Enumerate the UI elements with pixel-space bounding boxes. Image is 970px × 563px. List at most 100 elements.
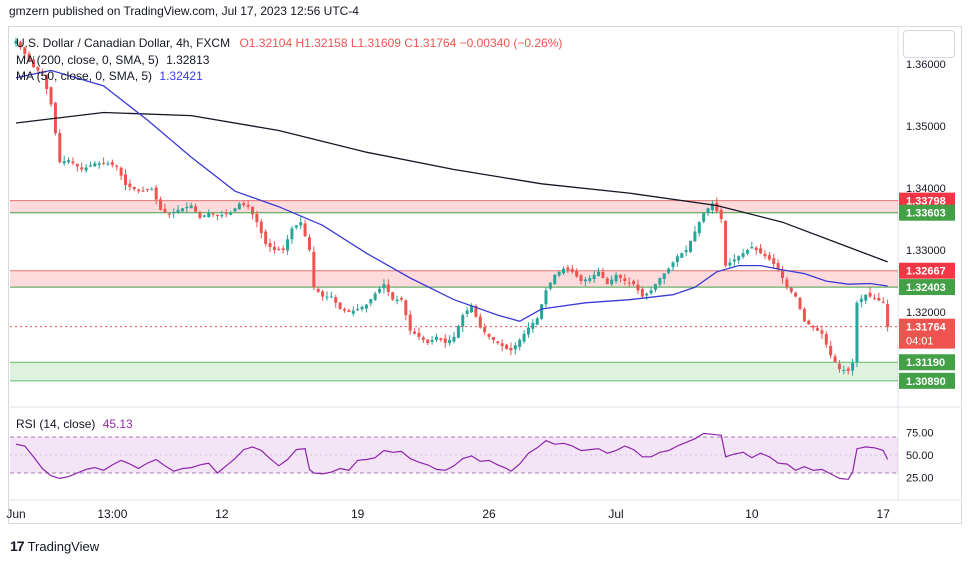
candle-body <box>710 203 714 211</box>
candle-body <box>794 292 798 297</box>
candle-body <box>776 263 780 269</box>
candle-body <box>18 42 22 48</box>
candle-body <box>408 314 412 331</box>
candle-body <box>785 279 789 288</box>
candle-body <box>728 262 732 266</box>
candle-body <box>741 253 745 258</box>
candle-body <box>702 212 706 222</box>
candle-body <box>553 274 557 285</box>
candle-body <box>601 271 605 278</box>
candle-body <box>658 277 662 285</box>
rsi-tick-label: 50.00 <box>906 450 934 462</box>
candle-body <box>745 250 749 254</box>
candle-body <box>246 205 250 207</box>
candle-body <box>640 288 644 297</box>
candle-body <box>189 205 193 209</box>
last-price-tag <box>899 318 955 349</box>
candle-body <box>373 293 377 300</box>
candle-body <box>347 310 351 313</box>
candle-body <box>321 291 325 297</box>
candle-body <box>316 288 320 292</box>
candle-body <box>557 271 561 276</box>
candle-body <box>526 327 530 335</box>
candle-body <box>202 215 206 217</box>
candle-body <box>851 362 855 371</box>
candle-body <box>417 332 421 337</box>
candle-body <box>84 167 88 171</box>
candle-body <box>67 160 71 163</box>
tradingview-logo-icon: 17 <box>10 538 25 554</box>
candle-body <box>338 302 342 309</box>
ma50-legend: MA (50, close, 0, SMA, 5) 1.32421 <box>16 69 203 83</box>
candle-body <box>811 325 815 328</box>
candle-body <box>837 363 841 370</box>
candle-body <box>846 368 850 371</box>
candle-body <box>824 334 828 345</box>
zone-price-tag <box>899 262 955 279</box>
candle-body <box>220 214 224 217</box>
candle-body <box>45 74 49 89</box>
candle-body <box>115 165 119 167</box>
candle-body <box>110 162 114 165</box>
zone-price-tag <box>899 372 955 389</box>
rsi-value: 45.13 <box>102 417 133 431</box>
zone-price-label: 1.33603 <box>906 208 946 220</box>
candle-body <box>106 163 110 165</box>
scale-settings-button[interactable] <box>903 30 955 58</box>
candle-body <box>588 277 592 281</box>
candle-body <box>636 284 640 291</box>
ma200-label: MA (200, close, 0, SMA, 5) <box>16 53 159 67</box>
candle-body <box>448 339 452 344</box>
candle-body <box>180 208 184 212</box>
candle-body <box>312 251 316 288</box>
candle-body <box>496 341 500 344</box>
candle-body <box>767 255 771 260</box>
rsi-legend: RSI (14, close) 45.13 <box>16 417 133 431</box>
candle-body <box>128 183 132 188</box>
candle-body <box>233 208 237 212</box>
candle-body <box>886 304 890 327</box>
candle-body <box>540 304 544 319</box>
zone-support-2 <box>10 362 898 381</box>
candle-body <box>465 310 469 314</box>
candle-body <box>807 320 811 325</box>
time-tick-label: 10 <box>745 507 759 521</box>
candle-body <box>163 208 167 212</box>
candle-body <box>618 274 622 278</box>
ma50-line <box>15 69 888 322</box>
candle-body <box>132 186 136 190</box>
candle-body <box>461 315 465 327</box>
candle-body <box>693 231 697 242</box>
candle-body <box>259 221 263 234</box>
candle-body <box>732 259 736 262</box>
candle-body <box>62 161 66 164</box>
candle-body <box>382 284 386 289</box>
ma200-legend: MA (200, close, 0, SMA, 5) 1.32813 <box>16 53 209 67</box>
symbol-title: U.S. Dollar / Canadian Dollar, 4h, FXCM <box>16 36 231 50</box>
candle-body <box>877 297 881 301</box>
time-tick-label: Jun <box>6 507 25 521</box>
zone-price-tag <box>899 192 955 209</box>
candle-body <box>14 40 18 44</box>
candle-body <box>645 293 649 296</box>
candle-body <box>724 220 728 266</box>
zone-price-label: 1.30890 <box>906 376 946 388</box>
candle-body <box>364 304 368 309</box>
candle-body <box>413 331 417 334</box>
zone-price-label: 1.33798 <box>906 196 946 208</box>
candle-body <box>215 214 219 216</box>
candle-body <box>452 336 456 342</box>
candle-body <box>759 248 763 254</box>
candle-body <box>789 287 793 292</box>
candle-body <box>251 206 255 215</box>
candle-body <box>294 225 298 228</box>
candle-body <box>689 240 693 252</box>
candle-body <box>88 165 92 167</box>
footer-brand[interactable]: 17 TradingView <box>10 538 99 554</box>
candle-body <box>119 167 123 176</box>
candle-body <box>518 339 522 347</box>
rsi-label: RSI (14, close) <box>16 417 96 431</box>
candle-body <box>592 274 596 279</box>
candle-body <box>754 247 758 251</box>
